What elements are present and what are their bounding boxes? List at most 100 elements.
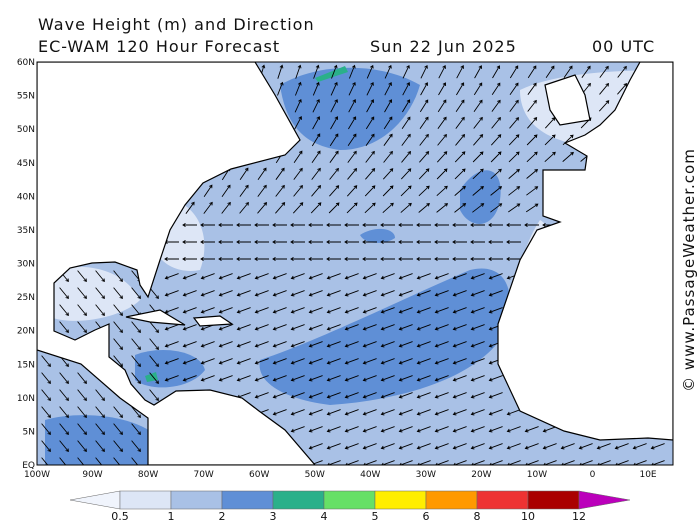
- arrow: [456, 82, 465, 96]
- arrow: [578, 443, 593, 450]
- colorbar-segment: [425, 490, 478, 510]
- arrow: [488, 375, 503, 382]
- arrow: [380, 375, 395, 382]
- arrow: [290, 324, 305, 331]
- arrow: [398, 443, 413, 450]
- arrow: [384, 82, 392, 96]
- map: [37, 62, 673, 465]
- arrow: [313, 64, 320, 79]
- arrow: [59, 406, 69, 419]
- arrow: [383, 116, 393, 130]
- arrow: [185, 201, 195, 214]
- arrow: [416, 307, 431, 314]
- arrow: [149, 338, 159, 351]
- arrow: [236, 307, 251, 314]
- arrow: [326, 409, 341, 416]
- arrow: [95, 440, 105, 453]
- time: 00 UTC: [592, 37, 655, 56]
- lat-label: 15N: [17, 360, 35, 370]
- colorbar-segment: [323, 490, 376, 510]
- arrow: [506, 443, 521, 450]
- arrow: [310, 202, 322, 214]
- arrow: [308, 392, 323, 399]
- credit: © www.PassageWeather.com: [680, 148, 698, 392]
- colorbar-label: 6: [423, 510, 430, 523]
- arrow: [526, 134, 538, 146]
- arrow: [362, 358, 377, 365]
- arrow: [452, 375, 467, 382]
- arrow: [362, 443, 377, 450]
- arrow: [293, 184, 303, 197]
- arrow: [149, 372, 159, 385]
- arrow: [239, 167, 249, 181]
- arrow: [41, 406, 51, 419]
- arrow: [434, 257, 449, 261]
- arrow: [254, 290, 269, 297]
- arrow: [326, 307, 341, 314]
- arrow: [203, 184, 213, 198]
- arrow: [527, 99, 537, 112]
- arrow: [59, 287, 69, 300]
- arrow: [614, 443, 629, 450]
- colorbar-segment: [119, 490, 172, 510]
- arrow: [131, 406, 141, 419]
- arrow: [293, 167, 303, 180]
- colorbar-label: 1: [168, 510, 175, 523]
- arrow: [632, 443, 647, 450]
- arrow: [77, 423, 87, 436]
- arrow: [401, 150, 412, 163]
- arrow: [490, 151, 502, 163]
- arrow: [330, 81, 338, 96]
- arrow: [200, 223, 215, 227]
- arrow: [416, 324, 431, 331]
- arrow: [470, 392, 485, 399]
- arrow: [308, 257, 323, 261]
- arrow: [380, 443, 395, 450]
- arrow: [344, 443, 359, 450]
- arrow: [581, 65, 591, 78]
- arrow: [344, 341, 359, 348]
- arrow: [470, 307, 485, 314]
- arrow: [434, 426, 449, 433]
- arrow: [59, 304, 69, 317]
- arrow: [308, 324, 323, 331]
- arrow: [200, 358, 215, 365]
- arrow: [362, 426, 377, 433]
- arrow: [454, 203, 467, 213]
- lon-label: 10W: [527, 470, 547, 480]
- arrow: [218, 375, 233, 382]
- arrow: [470, 273, 485, 280]
- arrow: [650, 443, 665, 450]
- arrow: [275, 167, 285, 180]
- arrow: [473, 116, 483, 129]
- colorbar-label: 8: [474, 510, 481, 523]
- arrow: [598, 100, 610, 112]
- arrow: [272, 392, 287, 399]
- arrow: [434, 290, 449, 297]
- arrow: [398, 307, 413, 314]
- arrow: [236, 341, 251, 348]
- arrow: [506, 257, 521, 261]
- arrow: [59, 372, 69, 385]
- arrow: [398, 426, 413, 433]
- arrow: [254, 375, 269, 382]
- arrow: [236, 257, 251, 261]
- arrow: [272, 223, 287, 227]
- arrow: [416, 358, 431, 365]
- arrow: [454, 168, 466, 180]
- arrow: [295, 64, 302, 79]
- lat-label: 35N: [17, 226, 35, 236]
- arrow: [308, 409, 323, 416]
- arrow: [218, 341, 233, 348]
- arrow: [95, 423, 105, 436]
- arrow: [290, 240, 305, 244]
- arrow: [599, 65, 609, 78]
- arrow: [473, 134, 484, 146]
- arrow: [347, 133, 357, 147]
- arrow: [383, 150, 393, 163]
- land: [37, 62, 673, 465]
- arrow: [326, 290, 341, 297]
- arrow: [488, 257, 503, 261]
- arrow: [308, 375, 323, 382]
- arrow: [272, 290, 287, 297]
